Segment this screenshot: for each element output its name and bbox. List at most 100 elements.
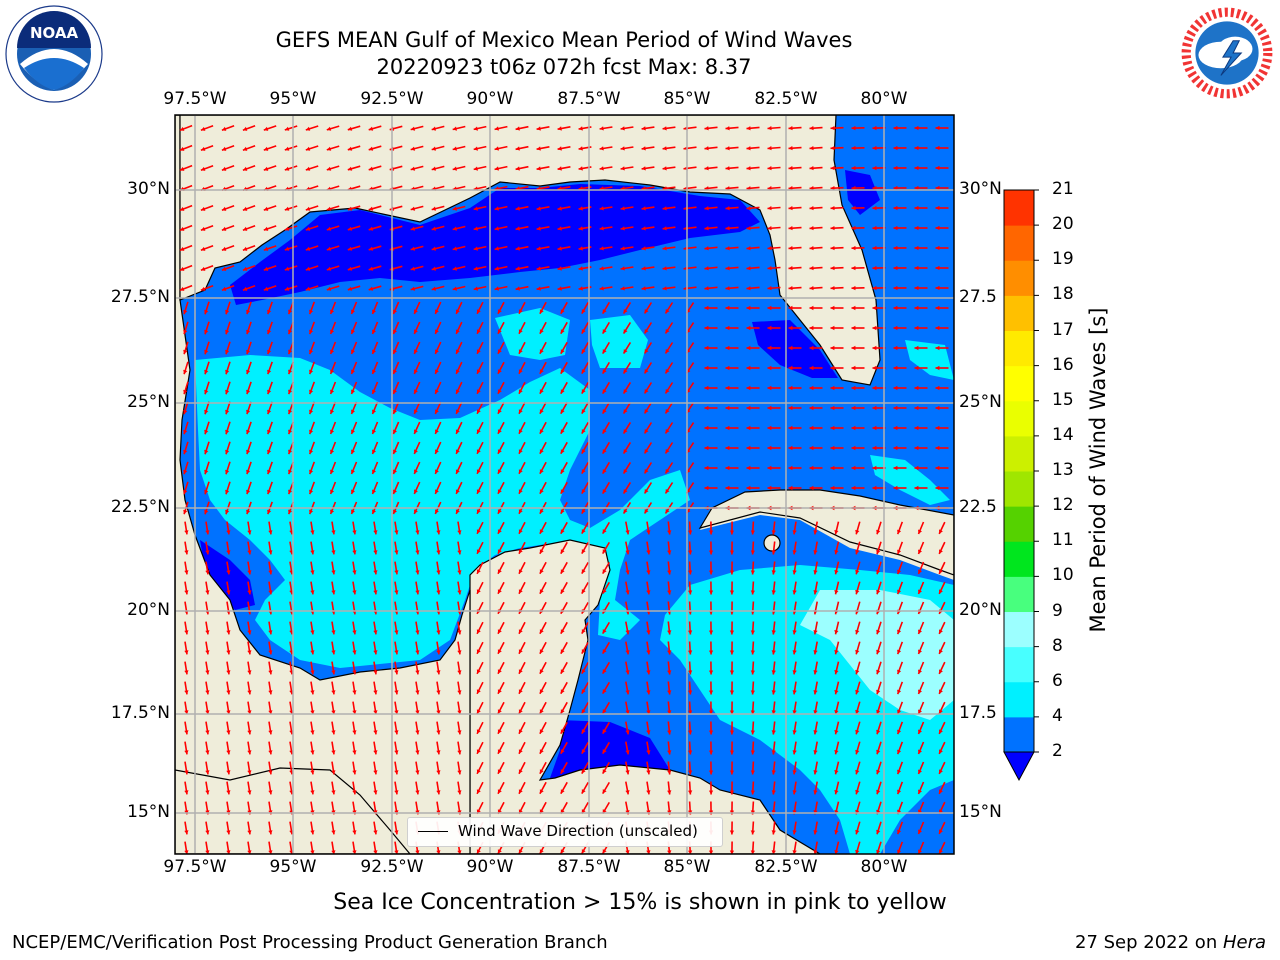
colorbar-tick: 8 (1052, 635, 1063, 656)
wave-direction-arrowhead (246, 369, 251, 375)
wave-direction-arrowhead (557, 226, 562, 231)
wave-direction-arrowhead (897, 749, 902, 755)
wave-direction-arrowhead (688, 750, 693, 755)
wave-direction-arrowhead (708, 750, 714, 755)
wave-direction-arrowhead (620, 166, 625, 171)
wave-direction-arrowhead (581, 369, 586, 374)
wave-direction-arrowhead (436, 710, 441, 715)
wave-direction-arrowhead (476, 409, 481, 414)
colorbar-segment (1004, 260, 1034, 296)
wave-direction-arrowhead (750, 670, 755, 675)
wave-direction-arrowhead (226, 790, 231, 795)
wave-direction-arrowhead (897, 729, 902, 735)
wave-direction-arrowhead (599, 166, 604, 171)
wave-direction-arrowhead (310, 770, 315, 775)
wave-direction-arrowhead (876, 749, 881, 755)
wave-direction-arrowhead (518, 769, 523, 774)
wave-direction-arrowhead (897, 629, 902, 635)
wave-direction-arrowhead (641, 126, 646, 131)
wave-direction-arrowhead (918, 549, 922, 554)
wave-direction-arrowhead (309, 509, 314, 515)
wave-direction-arrowhead (309, 389, 314, 395)
wave-direction-arrowhead (935, 405, 940, 411)
wave-direction-arrowhead (415, 750, 420, 755)
wave-direction-arrowhead (497, 749, 502, 754)
wave-direction-arrowhead (242, 286, 248, 291)
wave-direction-arrowhead (394, 770, 399, 775)
wave-direction-arrowhead (457, 570, 462, 575)
wave-direction-arrowhead (813, 730, 818, 735)
wave-direction-arrowhead (226, 530, 231, 535)
wave-direction-arrowhead (393, 409, 397, 414)
wave-direction-arrowhead (788, 325, 793, 331)
wave-direction-arrowhead (667, 670, 672, 675)
wave-direction-arrowhead (851, 225, 856, 231)
wave-direction-arrowhead (455, 509, 460, 514)
wave-direction-arrowhead (476, 709, 481, 714)
wave-direction-arrowhead (813, 670, 818, 675)
wave-direction-arrowhead (813, 630, 818, 635)
wave-direction-arrowhead (415, 590, 420, 595)
wave-direction-arrowhead (497, 549, 502, 554)
wave-direction-arrowhead (246, 509, 251, 515)
wave-direction-arrowhead (872, 185, 877, 191)
wave-direction-arrowhead (436, 570, 441, 575)
colorbar-segment (1004, 541, 1034, 577)
wave-direction-arrowhead (247, 550, 252, 555)
wave-direction-arrowhead (247, 650, 252, 655)
wave-direction-arrowhead (581, 489, 586, 494)
wave-direction-arrowhead (665, 509, 670, 514)
wave-direction-arrowhead (830, 166, 835, 171)
wave-direction-arrowhead (518, 689, 523, 694)
wave-direction-arrowhead (851, 365, 856, 371)
wave-direction-arrowhead (473, 146, 478, 151)
wave-direction-arrowhead (205, 650, 210, 655)
wave-direction-arrowhead (305, 146, 311, 151)
wave-direction-arrowhead (226, 850, 231, 854)
colorbar-segment (1004, 611, 1034, 648)
wave-direction-arrowhead (497, 409, 502, 414)
wave-direction-arrowhead (935, 325, 940, 331)
wave-direction-arrowhead (641, 166, 646, 171)
wave-direction-arrowhead (688, 590, 693, 595)
wave-direction-arrowhead (305, 206, 311, 211)
wave-direction-arrowhead (704, 206, 709, 211)
wave-direction-arrowhead (539, 429, 544, 434)
wave-direction-arrowhead (813, 850, 818, 854)
wave-direction-arrowhead (515, 166, 520, 171)
wave-direction-arrowhead (352, 530, 357, 535)
wave-direction-arrowhead (242, 246, 248, 251)
wave-direction-arrowhead (914, 285, 919, 291)
colorbar-tick: 14 (1052, 424, 1074, 445)
wave-direction-arrowhead (221, 126, 227, 131)
wave-direction-arrowhead (494, 246, 499, 251)
wave-direction-arrowhead (620, 226, 625, 231)
wave-direction-arrowhead (729, 530, 735, 535)
wave-direction-arrowhead (204, 389, 209, 395)
wave-direction-arrowhead (893, 145, 898, 151)
wave-direction-arrowhead (267, 309, 272, 315)
wave-direction-arrowhead (578, 226, 583, 231)
lat-tick-right: 22.5 (959, 497, 997, 517)
wave-direction-arrowhead (746, 345, 751, 351)
wave-direction-arrowhead (872, 345, 877, 351)
wave-direction-arrowhead (205, 690, 210, 695)
wave-direction-arrowhead (393, 469, 397, 474)
wave-direction-arrowhead (667, 590, 672, 595)
wave-direction-arrowhead (373, 570, 378, 575)
wave-direction-arrowhead (872, 385, 877, 391)
wave-direction-arrowhead (393, 349, 397, 354)
wave-direction-arrowhead (830, 405, 835, 411)
wave-direction-arrowhead (435, 489, 439, 494)
wave-direction-arrowhead (667, 790, 672, 795)
wave-direction-arrowhead (646, 530, 651, 535)
wave-direction-arrowhead (414, 489, 418, 494)
wave-direction-arrowhead (205, 630, 210, 635)
wave-direction-arrowhead (788, 405, 793, 411)
wave-direction-arrowhead (855, 729, 860, 735)
wave-direction-arrowhead (457, 530, 462, 535)
wave-direction-arrowhead (767, 226, 772, 231)
wave-direction-arrowhead (708, 790, 714, 795)
wave-direction-arrowhead (665, 369, 670, 374)
wave-direction-arrowhead (305, 246, 311, 251)
